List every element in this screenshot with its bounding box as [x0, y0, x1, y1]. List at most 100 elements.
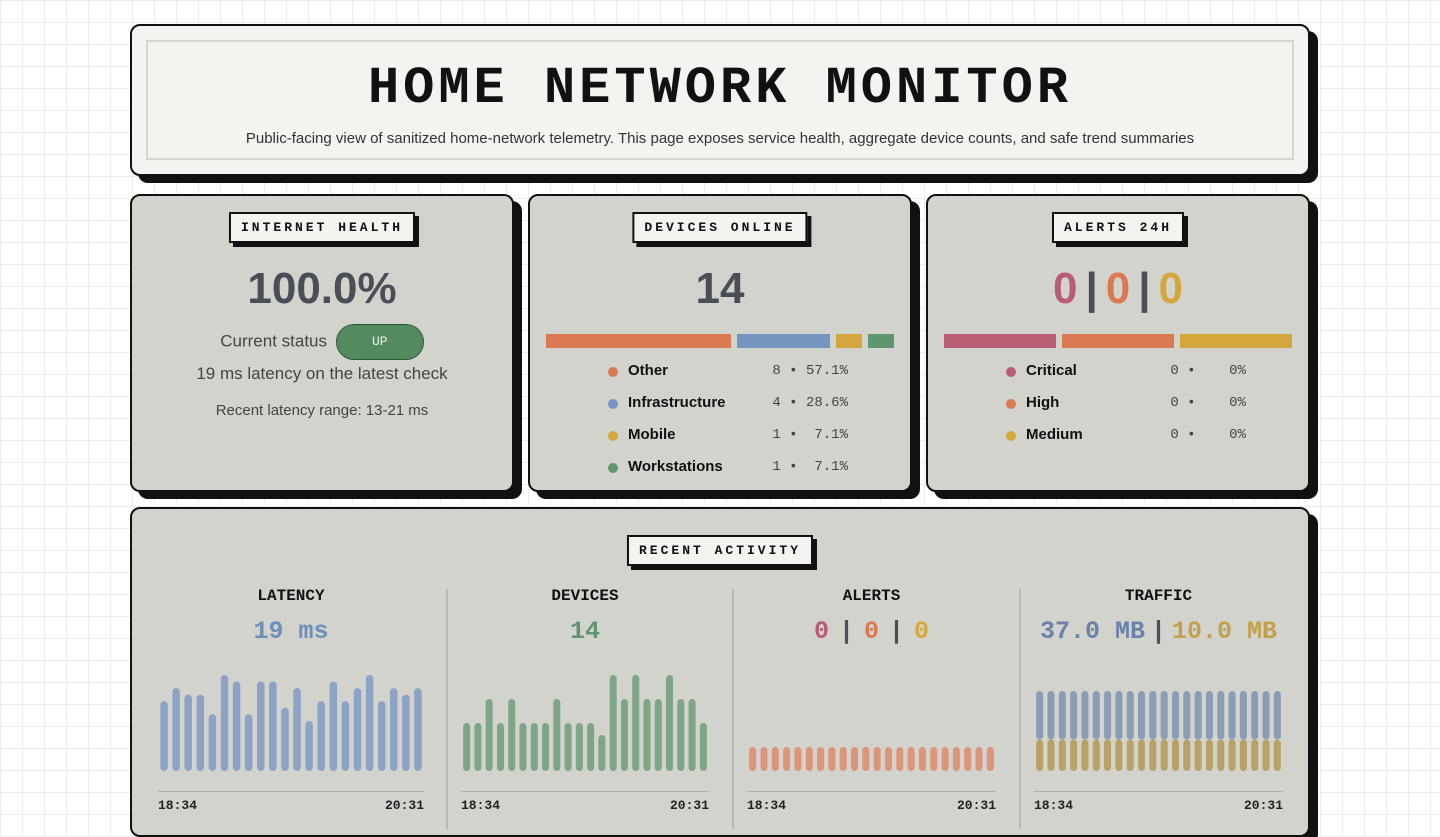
header-inner: HOME NETWORK MONITOR Public-facing view … — [146, 40, 1294, 160]
alerts-panel: ALERTS 0 | 0 | 0 18:34 20:31 — [747, 587, 996, 827]
alerts-bar — [941, 747, 949, 771]
traffic-in-bar — [1262, 691, 1270, 740]
medium-value: 0 — [914, 617, 930, 646]
segment-mobile — [836, 334, 863, 348]
devices-bar — [564, 723, 572, 771]
traffic-in-bar — [1126, 691, 1134, 740]
latency-value: 19 ms — [253, 617, 329, 646]
latency-bar — [305, 720, 313, 771]
start-time: 18:34 — [747, 798, 787, 813]
alerts-bar — [771, 747, 779, 771]
traffic-out-value: 10.0 MB — [1172, 617, 1278, 646]
devices-online-label: DEVICES ONLINE — [632, 212, 808, 243]
alert-legend: Critical 0 • 0% High 0 • 0% Medium 0 • 0% — [1006, 360, 1246, 456]
end-time: 20:31 — [384, 798, 424, 813]
latency-bar — [208, 714, 217, 771]
traffic-in-bar — [1092, 691, 1100, 740]
column-divider — [446, 589, 448, 829]
traffic-out-bar — [1183, 739, 1191, 771]
internet-health-card: INTERNET HEALTH 100.0% Current status UP… — [130, 194, 514, 492]
traffic-in-bar — [1171, 691, 1179, 740]
status-prefix: Current status — [220, 331, 328, 351]
alerts-bar — [805, 747, 813, 771]
latency-bar — [220, 675, 229, 771]
legend-name: Infrastructure — [628, 394, 726, 411]
alerts-bar — [839, 747, 847, 771]
axis-line — [747, 791, 996, 792]
devices-bar — [677, 699, 685, 771]
legend-row-critical: Critical 0 • 0% — [1006, 360, 1246, 392]
devices-bar — [620, 699, 628, 771]
legend-row-mobile: Mobile 1 • 7.1% — [608, 424, 848, 456]
latency-bar — [196, 694, 205, 771]
start-time: 18:34 — [461, 798, 501, 813]
traffic-in-bar — [1160, 691, 1168, 740]
traffic-values: 37.0 MB | 10.0 MB — [1034, 617, 1283, 646]
traffic-out-bar — [1149, 739, 1157, 771]
legend-row-medium: Medium 0 • 0% — [1006, 424, 1246, 456]
alerts-bar — [930, 747, 938, 771]
end-time: 20:31 — [669, 798, 709, 813]
alerts-bar — [794, 747, 802, 771]
alert-severity-bar — [944, 334, 1292, 348]
traffic-panel: TRAFFIC 37.0 MB | 10.0 MB 18:34 20:31 — [1034, 587, 1283, 827]
traffic-in-bar — [1228, 691, 1236, 740]
high-value: 0 — [863, 617, 879, 646]
traffic-out-bar — [1070, 739, 1078, 771]
devices-bar — [519, 723, 527, 771]
legend-value: 4 • 28.6% — [772, 395, 848, 411]
axis-line — [1034, 791, 1283, 792]
critical-segment — [944, 334, 1056, 348]
latency-sparkline — [160, 675, 422, 771]
devices-bar — [654, 699, 662, 771]
legend-row-high: High 0 • 0% — [1006, 392, 1246, 424]
devices-bar — [542, 723, 550, 771]
legend-row-infrastructure: Infrastructure 4 • 28.6% — [608, 392, 848, 424]
devices-online-card: DEVICES ONLINE 14 Other 8 • 57.1% Infrastr… — [528, 194, 912, 492]
legend-value: 1 • 7.1% — [772, 427, 848, 443]
traffic-in-bar — [1104, 691, 1112, 740]
traffic-out-bar — [1217, 739, 1225, 771]
devices-sparkline — [463, 675, 707, 771]
legend-name: Mobile — [628, 426, 676, 443]
devices-value: 14 — [569, 617, 600, 646]
traffic-out-bar — [1138, 739, 1146, 771]
devices-panel: DEVICES 14 18:34 20:31 — [461, 587, 709, 827]
latency-bar — [244, 714, 253, 771]
critical-count: 0 — [1052, 264, 1078, 313]
latency-bar — [269, 681, 277, 771]
traffic-in-bar — [1036, 691, 1044, 740]
alerts-bar — [749, 747, 757, 771]
latency-panel: LATENCY 19 ms 18:34 20:31 — [158, 587, 424, 827]
alerts-bar — [851, 747, 859, 771]
legend-dot — [1006, 431, 1016, 441]
start-time: 18:34 — [158, 798, 198, 813]
legend-name: High — [1026, 394, 1060, 411]
latency-bar — [160, 701, 168, 771]
latency-bar — [172, 688, 180, 771]
latency-bar — [377, 701, 386, 771]
devices-bar — [632, 675, 640, 771]
devices-bar — [688, 699, 696, 771]
traffic-out-bar — [1194, 739, 1202, 771]
devices-bar — [485, 699, 493, 771]
latency-bar — [293, 688, 301, 771]
latency-bar — [414, 688, 422, 771]
traffic-in-bar — [1205, 691, 1213, 740]
traffic-in-bar — [1058, 691, 1066, 740]
latency-bar — [232, 681, 241, 771]
alerts-bar — [817, 747, 825, 771]
alerts-bar — [896, 747, 904, 771]
traffic-in-bar — [1183, 691, 1191, 740]
devices-bar — [496, 723, 504, 771]
latency-bar — [281, 707, 289, 771]
traffic-in-bar — [1149, 691, 1157, 740]
devices-bar — [530, 723, 538, 771]
legend-value: 0 • 0% — [1170, 395, 1246, 411]
traffic-in-bar — [1070, 691, 1078, 740]
health-percentage: 100.0% — [247, 264, 397, 313]
traffic-title: TRAFFIC — [1124, 587, 1193, 605]
segment-workstations — [868, 334, 894, 348]
latency-bar — [341, 701, 350, 771]
legend-value: 1 • 7.1% — [772, 459, 848, 475]
